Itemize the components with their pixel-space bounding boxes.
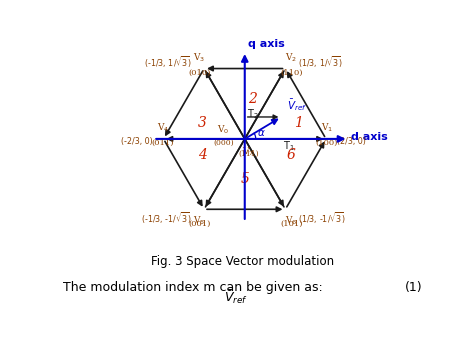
Text: (110): (110) [280,69,303,77]
Text: 3: 3 [198,116,207,130]
Text: V$_2$: V$_2$ [285,51,298,64]
Text: Fig. 3 Space Vector modulation: Fig. 3 Space Vector modulation [151,255,335,268]
Text: T$_2$: T$_2$ [247,108,259,121]
Text: $\alpha$: $\alpha$ [257,128,265,138]
Text: V$_6$: V$_6$ [285,214,298,227]
Text: 5: 5 [240,172,249,186]
Text: (-2/3, 0): (-2/3, 0) [121,137,153,146]
Text: (010): (010) [188,69,210,77]
Text: (100): (100) [315,139,338,147]
Text: V$_5$: V$_5$ [193,214,205,227]
Text: $\bar{V}_{ref}$: $\bar{V}_{ref}$ [224,288,247,306]
Text: 2: 2 [247,92,256,106]
Text: q axis: q axis [248,39,284,49]
Text: (-1/3, -1/$\sqrt{3}$): (-1/3, -1/$\sqrt{3}$) [141,210,192,226]
Text: V$_0$: V$_0$ [217,124,229,136]
Text: 6: 6 [287,148,295,162]
Text: The modulation index m can be given as:: The modulation index m can be given as: [63,281,323,294]
Text: T$_1$: T$_1$ [283,139,294,152]
Text: V$_3$: V$_3$ [193,51,205,64]
Text: (1/3, -1/$\sqrt{3}$): (1/3, -1/$\sqrt{3}$) [298,210,346,226]
Text: (1/3, 1/$\sqrt{3}$): (1/3, 1/$\sqrt{3}$) [298,54,343,70]
Text: V$_7$: V$_7$ [242,145,255,158]
Text: (011): (011) [152,139,174,147]
Text: (-1/3, 1/$\sqrt{3}$): (-1/3, 1/$\sqrt{3}$) [144,54,192,70]
Text: (001): (001) [188,220,210,228]
Text: (101): (101) [280,220,303,228]
Text: d axis: d axis [351,132,388,142]
Text: 4: 4 [198,148,207,162]
Text: V$_1$: V$_1$ [320,121,333,134]
Text: (000): (000) [213,139,234,147]
Text: V$_4$: V$_4$ [157,121,169,134]
Text: 1: 1 [294,116,303,130]
Text: (1): (1) [405,281,423,294]
Text: (2/3, 0): (2/3, 0) [337,137,366,146]
Text: (111): (111) [238,150,259,158]
Text: $\bar{V}_{ref}$: $\bar{V}_{ref}$ [287,97,308,113]
